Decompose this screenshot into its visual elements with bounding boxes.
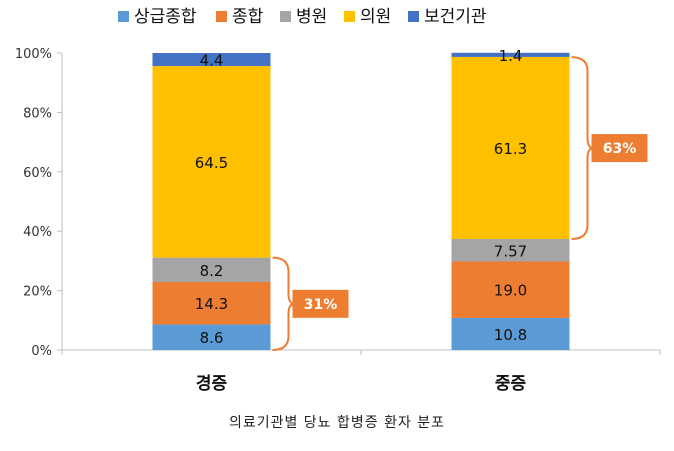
legend-label: 보건기관 [424, 7, 487, 27]
annotation-brace [571, 56, 594, 241]
bar-segment-상급종합 [451, 317, 570, 350]
data-label: 14.3 [195, 295, 228, 313]
data-label: 8.2 [200, 262, 224, 280]
annotation-box [292, 289, 349, 318]
legend-swatch-종합 [216, 11, 227, 22]
legend-label: 상급종합 [134, 7, 197, 27]
bar-segment-종합 [152, 281, 271, 325]
x-category-label: 경증 [196, 374, 228, 394]
bar-segment-병원 [152, 257, 271, 282]
bar-segment-상급종합 [152, 324, 271, 350]
data-label: 4.4 [200, 52, 224, 70]
x-category-label: 중증 [495, 374, 527, 394]
annotation-label: 31% [304, 297, 338, 313]
bar-segment-의원 [152, 66, 271, 258]
bar-segment-의원 [451, 56, 570, 240]
legend-label: 의원 [360, 7, 391, 27]
legend-swatch-병원 [280, 11, 291, 22]
data-label: 61.3 [494, 140, 527, 158]
bar-segment-보건기관 [152, 53, 271, 67]
y-tick-label: 80% [23, 106, 52, 121]
y-tick-label: 40% [23, 225, 52, 240]
y-tick-label: 60% [23, 166, 52, 181]
data-label: 64.5 [195, 154, 228, 172]
chart-caption: 의료기관별 당뇨 합병증 환자 분포 [228, 415, 446, 431]
legend-swatch-의원 [344, 11, 355, 22]
data-label: 19.0 [494, 282, 527, 300]
legend-label: 병원 [296, 7, 327, 27]
legend-swatch-보건기관 [408, 11, 419, 22]
data-label: 10.8 [494, 326, 527, 344]
annotation-box [591, 134, 648, 163]
y-tick-label: 100% [15, 47, 52, 62]
annotation-label: 63% [603, 141, 637, 157]
data-label: 7.57 [494, 242, 527, 260]
y-tick-label: 0% [31, 344, 52, 359]
stacked-bar-chart: 0% 20% 40% 60% 80% 100% 8.6 14.3 8.2 64.5 4.4 경증 10.… [15, 7, 661, 394]
legend-label: 종합 [232, 7, 264, 27]
bar-segment-보건기관 [451, 52, 570, 57]
data-label: 1.4 [499, 47, 523, 65]
y-tick-label: 20% [23, 285, 52, 300]
annotation-brace [272, 256, 295, 351]
data-label: 8.6 [200, 329, 224, 347]
bar-segment-병원 [451, 239, 570, 262]
legend-swatch-상급종합 [118, 11, 129, 22]
bar-segment-종합 [451, 261, 570, 318]
